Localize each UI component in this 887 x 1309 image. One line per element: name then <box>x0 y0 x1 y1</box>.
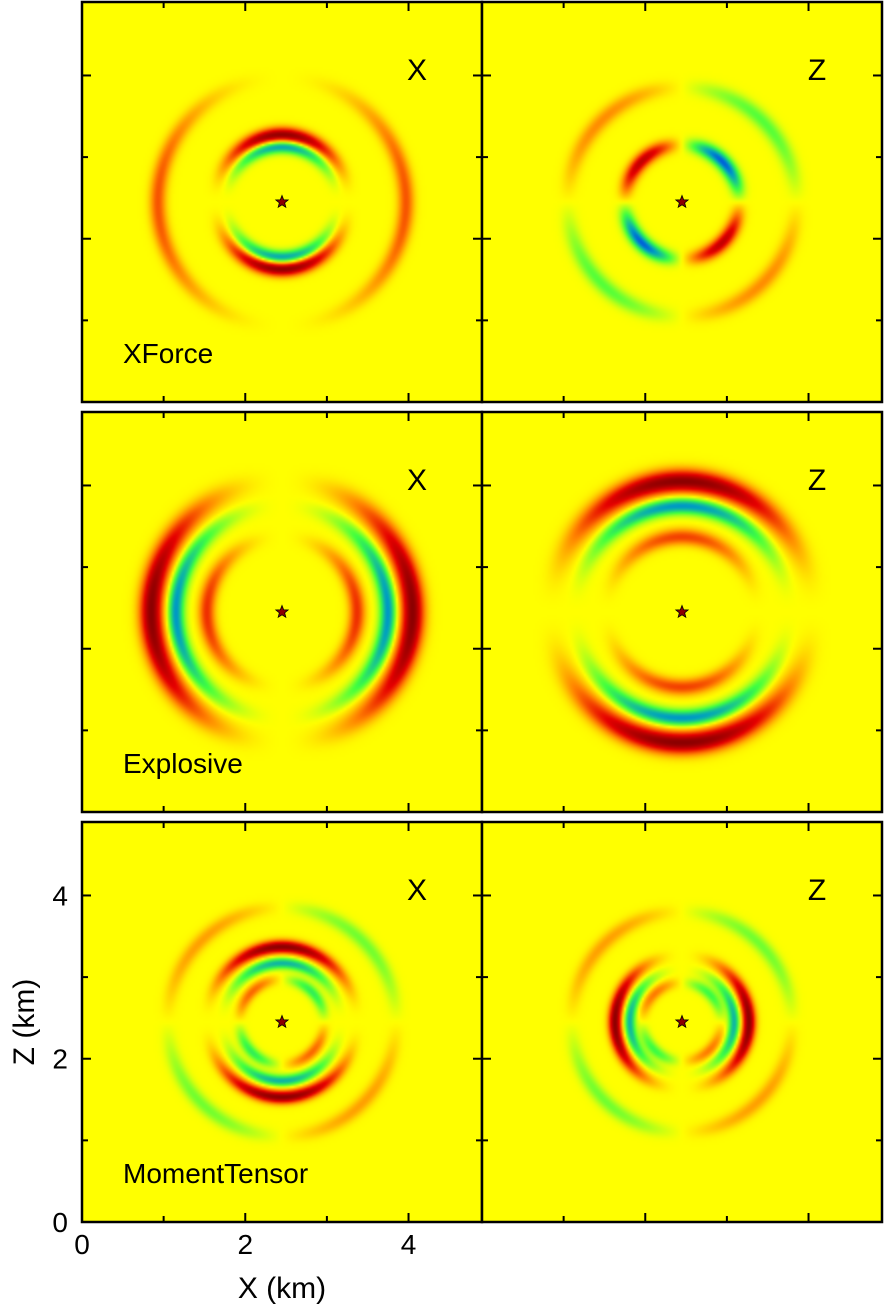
x-axis-label: X (km) <box>238 1272 326 1305</box>
component-label: Z <box>808 464 826 497</box>
y-axis-label: Z (km) <box>8 979 41 1066</box>
panel-frame <box>480 0 884 404</box>
component-label: X <box>407 874 427 907</box>
component-label: X <box>407 464 427 497</box>
panel-xforce-z: Z <box>480 0 884 404</box>
x-tick-label: 2 <box>237 1229 253 1260</box>
y-tick-label: 2 <box>52 1044 68 1075</box>
x-tick-label: 0 <box>74 1229 90 1260</box>
source-star-marker <box>274 604 290 619</box>
panel-frame <box>480 820 884 1224</box>
source-type-label: XForce <box>123 338 213 369</box>
source-star-marker <box>674 1014 690 1029</box>
panel-explosive-x: X Explosive <box>80 410 484 814</box>
panel-xforce-x: X XForce <box>80 0 484 404</box>
source-type-label: MomentTensor <box>123 1158 308 1189</box>
x-tick-label: 4 <box>401 1229 417 1260</box>
y-tick-label: 4 <box>52 880 68 911</box>
panel-momenttensor-z: Z <box>480 820 884 1224</box>
source-star-marker <box>674 194 690 209</box>
source-star-marker <box>274 194 290 209</box>
component-label: Z <box>808 874 826 907</box>
panel-momenttensor-x: X MomentTensor 0 2 4 0 2 4 <box>52 820 484 1260</box>
source-star-marker <box>274 1014 290 1029</box>
panel-explosive-z: Z <box>480 410 884 814</box>
source-type-label: Explosive <box>123 748 243 779</box>
panel-frame <box>480 410 884 814</box>
axis-labels-group: X (km) Z (km) <box>8 979 326 1305</box>
panels-group: X XForce Z X Explosive Z X MomentTensor 0 2 4 0 2 4 Z <box>52 0 884 1260</box>
source-star-marker <box>674 604 690 619</box>
component-label: X <box>407 54 427 87</box>
component-label: Z <box>808 54 826 87</box>
y-tick-label: 0 <box>52 1207 68 1238</box>
